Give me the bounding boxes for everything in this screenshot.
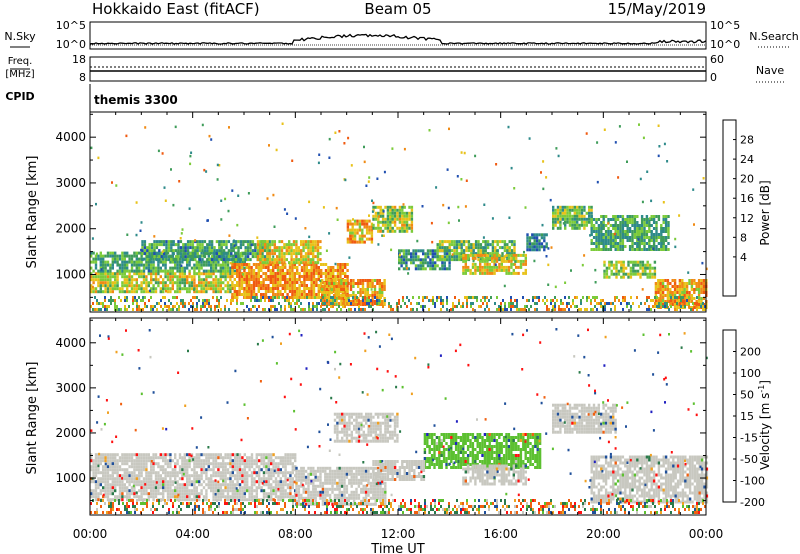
- colorbar-tick-3: 15: [740, 410, 754, 423]
- colorbar-tick-2: 20: [740, 173, 754, 186]
- nave-label: Nave: [756, 64, 784, 77]
- power-region-12: [552, 205, 593, 230]
- xtick-4: 16:00: [483, 527, 518, 541]
- power-ytick-2: 3000: [55, 176, 86, 190]
- station-title: Hokkaido East (fitACF): [92, 0, 260, 18]
- freq-tick-top: 18: [72, 53, 86, 66]
- power-region-6: [346, 219, 374, 244]
- colorbar-tick-2: 50: [740, 389, 754, 402]
- colorbar-tick-6: 4: [740, 251, 747, 264]
- velocity-ylabel: Slant Range [km]: [25, 362, 40, 475]
- velocity-ytick-2: 3000: [55, 381, 86, 395]
- velocity-region-6: [590, 455, 709, 504]
- velocity-region-4: [462, 464, 527, 486]
- power-ytick-0: 1000: [55, 267, 86, 281]
- velocity-colorbar-label: Velocity [m s-1]: [757, 380, 772, 470]
- velocity-scatter: [90, 328, 708, 514]
- power-region-7: [372, 205, 414, 233]
- colorbar-tick-0: 200: [740, 346, 761, 359]
- nave-tick-bottom: 0: [710, 71, 717, 84]
- date-title: 15/May/2019: [608, 0, 706, 18]
- xtick-0: 00:00: [73, 527, 108, 541]
- colorbar-tick-1: 24: [740, 153, 754, 166]
- nsky-line: [89, 33, 707, 45]
- power-region-10: [462, 253, 527, 275]
- power-region-2: [141, 240, 271, 262]
- velocity-region-7: [372, 460, 426, 481]
- nsky-frame: [89, 21, 707, 50]
- power-ylabel: Slant Range [km]: [25, 156, 40, 269]
- power-colorbar: 28 24 20 16 12 8 4: [722, 119, 754, 297]
- velocity-ytick-3: 4000: [55, 336, 86, 350]
- cpid-label: CPID: [5, 90, 34, 103]
- velocity-ytick-0: 1000: [55, 471, 86, 485]
- nsearch-tick-bottom: 10^0: [710, 38, 740, 51]
- xtick-1: 04:00: [175, 527, 210, 541]
- velocity-panel: 1000 2000 3000 4000 Slant Range [km] 200 100…: [25, 317, 772, 516]
- cpid-value: themis 3300: [94, 93, 178, 107]
- velocity-region-1: [295, 466, 387, 506]
- freq-frame: [89, 56, 707, 82]
- colorbar-tick-4: -15: [740, 432, 758, 445]
- beam-title: Beam 05: [364, 0, 431, 18]
- velocity-region-5: [552, 403, 617, 434]
- velocity-region-3: [423, 433, 542, 469]
- nsky-label: N.Sky: [4, 30, 36, 43]
- power-region-3: [231, 263, 349, 299]
- colorbar-tick-6: -100: [740, 475, 765, 488]
- colorbar-tick-7: -200: [740, 496, 765, 509]
- colorbar-tick-5: -50: [740, 453, 758, 466]
- power-ytick-1: 2000: [55, 222, 86, 236]
- colorbar-tick-1: 100: [740, 367, 761, 380]
- nsearch-tick-top: 10^5: [710, 19, 740, 32]
- colorbar-tick-0: 28: [740, 134, 754, 147]
- velocity-heatmap: [90, 328, 709, 514]
- power-region-15: [654, 279, 708, 309]
- power-panel: 1000 2000 3000 4000 Slant Range [km] 28 24 20…: [25, 111, 772, 313]
- freq-tick-bottom: 8: [79, 71, 86, 84]
- xtick-6: 00:00: [689, 527, 724, 541]
- power-region-11: [526, 233, 548, 252]
- velocity-region-2: [333, 412, 399, 443]
- power-heatmap: [90, 122, 708, 311]
- colorbar-tick-5: 8: [740, 231, 747, 244]
- freq-panel: 18 8 60 0 Freq. [MHz] Nave: [5, 53, 784, 84]
- nsearch-label: N.Search: [749, 30, 799, 43]
- xtick-3: 12:00: [381, 527, 416, 541]
- nsky-tick-bottom: 10^0: [56, 38, 86, 51]
- xtick-2: 08:00: [278, 527, 313, 541]
- power-region-9: [436, 240, 516, 262]
- power-scatter: [90, 122, 708, 311]
- velocity-ytick-1: 2000: [55, 426, 86, 440]
- velocity-colorbar: 200 100 50 15 -15 -50 -100 -200: [722, 329, 765, 509]
- power-colorbar-label: Power [dB]: [758, 180, 772, 245]
- nsky-panel: 10^5 10^0 10^5 10^0 N.Sky N.Search: [4, 19, 798, 51]
- freq-unit-label: [MHz]: [5, 69, 34, 80]
- nave-tick-top: 60: [710, 53, 724, 66]
- power-region-0: [90, 272, 232, 294]
- freq-label: Freq.: [8, 56, 33, 67]
- velocity-region-0: [90, 453, 297, 502]
- colorbar-tick-3: 16: [740, 192, 754, 205]
- xtick-5: 20:00: [586, 527, 621, 541]
- power-region-13: [590, 215, 670, 251]
- power-ytick-3: 4000: [55, 130, 86, 144]
- power-region-4: [256, 240, 322, 265]
- nsky-tick-top: 10^5: [56, 19, 86, 32]
- time-xlabel: Time UT: [370, 542, 424, 554]
- colorbar-tick-4: 12: [740, 212, 754, 225]
- power-region-14: [603, 260, 657, 279]
